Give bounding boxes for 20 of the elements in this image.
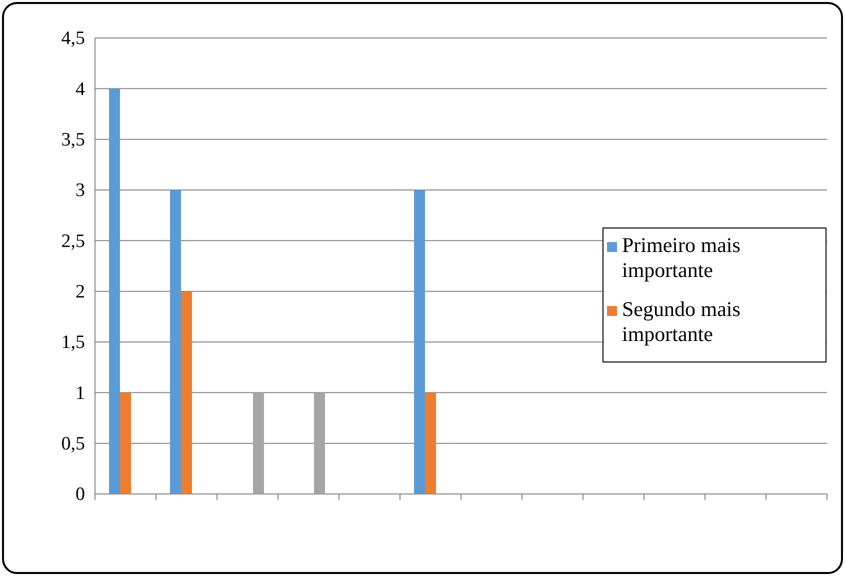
y-tick-label: 4,5	[61, 28, 85, 50]
y-tick-label: 3	[76, 180, 85, 202]
y-tick-label: 1	[76, 382, 85, 404]
bar	[425, 392, 436, 494]
bar	[120, 392, 131, 494]
y-tick-label: 3,5	[61, 129, 85, 150]
y-tick-label: 0	[76, 484, 85, 506]
y-tick-label: 0,5	[61, 433, 85, 454]
y-tick-label: 1,5	[61, 332, 85, 354]
y-tick-label: 2,5	[61, 230, 85, 252]
bar	[109, 88, 120, 494]
bar	[253, 392, 264, 494]
bar	[414, 190, 425, 494]
legend-label: Segundo mais importante	[622, 297, 740, 346]
y-tick-label: 4	[76, 78, 86, 100]
bar	[314, 392, 325, 494]
bar	[181, 291, 192, 494]
bar	[170, 190, 181, 494]
legend-label: Primeiro mais importante	[622, 233, 740, 282]
y-tick-label: 2	[76, 281, 85, 302]
